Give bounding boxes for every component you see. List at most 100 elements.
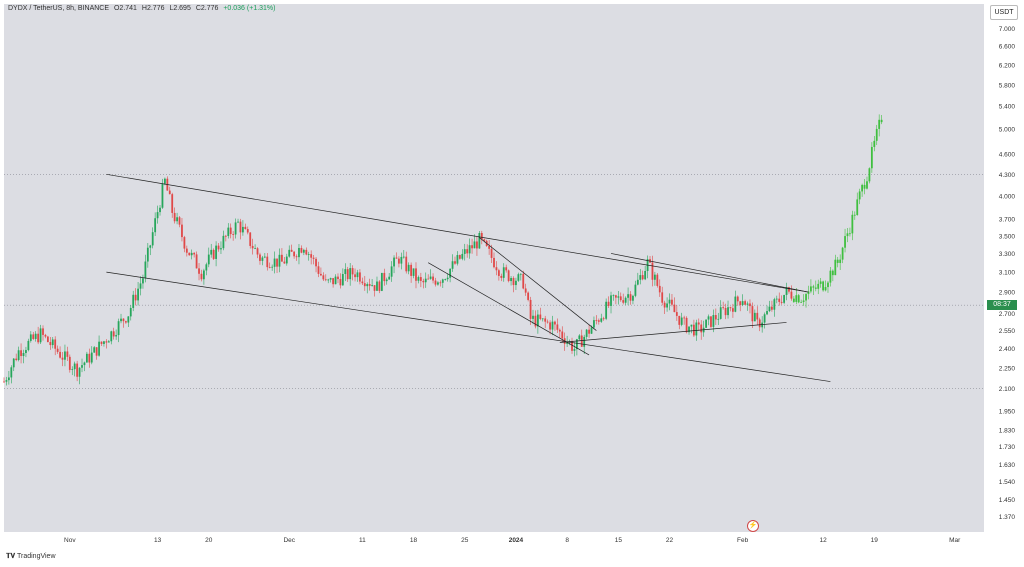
y-tick-label: 4.600 — [999, 152, 1016, 159]
candle-body — [734, 296, 737, 312]
candle-body — [546, 321, 549, 323]
candle-body — [359, 272, 361, 282]
candle-body — [873, 140, 876, 147]
candle-body — [790, 291, 793, 299]
candle-body — [866, 181, 868, 189]
candle-body — [380, 272, 383, 291]
candle-body — [727, 307, 729, 316]
candle-body — [305, 249, 308, 255]
candle-body — [773, 299, 776, 310]
candle-body — [797, 295, 800, 303]
candle-body — [658, 285, 661, 293]
change-value: +0.036 (+1.31%) — [223, 5, 276, 12]
candle-body — [483, 239, 486, 241]
candle-body — [376, 281, 378, 291]
lightning-icon[interactable]: ⚡ — [747, 520, 759, 532]
candle-body — [870, 146, 873, 169]
candle-body — [363, 283, 366, 287]
candle-body — [88, 353, 91, 363]
candle-body — [639, 275, 642, 280]
candle-body — [812, 286, 815, 288]
candle-body — [7, 377, 10, 381]
candle-body — [76, 363, 79, 377]
candle-body — [317, 266, 320, 274]
candle-body — [551, 321, 554, 330]
candle-body — [822, 281, 825, 291]
candle-body — [368, 284, 371, 286]
y-tick-label: 1.540 — [999, 479, 1016, 486]
y-tick-label: 1.450 — [999, 497, 1016, 504]
open-value: O2.741 — [113, 5, 137, 12]
candle-body — [536, 314, 539, 327]
tradingview-logo[interactable]: 𝐓𝐕 TradingView — [6, 553, 56, 561]
candle-body — [398, 258, 400, 264]
candle-body — [354, 274, 356, 278]
candle-body — [173, 212, 176, 222]
candle-body — [422, 280, 425, 283]
trendline — [479, 237, 597, 331]
candle-body — [59, 351, 61, 358]
candle-body — [68, 356, 71, 370]
candle-body — [51, 339, 54, 346]
candle-body — [129, 307, 132, 317]
candle-body — [783, 294, 785, 303]
candle-body — [393, 257, 395, 267]
candle-body — [42, 328, 44, 335]
y-tick-label: 4.300 — [999, 172, 1016, 179]
x-tick-label: 8 — [565, 537, 569, 544]
candle-body — [17, 350, 20, 361]
candle-body — [142, 278, 144, 284]
candle-body — [212, 249, 215, 259]
candle-body — [710, 316, 712, 327]
candle-body — [122, 318, 125, 322]
candle-body — [732, 308, 734, 312]
candle-body — [39, 328, 42, 343]
y-tick-label: 3.500 — [999, 233, 1016, 240]
x-tick-label: 12 — [819, 537, 827, 544]
candle-body — [61, 357, 64, 360]
candle-body — [412, 268, 415, 276]
candle-body — [524, 288, 527, 293]
candle-body — [132, 294, 135, 308]
candle-body — [495, 267, 498, 271]
candle-body — [234, 222, 237, 235]
candle-body — [629, 294, 632, 301]
candle-body — [829, 270, 832, 283]
candle-body — [239, 221, 242, 233]
candle-body — [278, 254, 281, 267]
candle-body — [853, 214, 856, 216]
x-tick-label: 25 — [461, 537, 469, 544]
candle-body — [249, 232, 252, 246]
candle-body — [856, 199, 859, 216]
candle-body — [263, 256, 266, 258]
candle-body — [729, 307, 732, 309]
candle-body — [768, 306, 771, 312]
tradingview-logo-icon: 𝐓𝐕 — [6, 553, 16, 560]
candle-body — [624, 297, 627, 303]
candle-body — [12, 358, 15, 368]
candle-body — [578, 335, 581, 340]
candle-body — [588, 329, 590, 334]
candle-body — [78, 367, 81, 377]
candle-body — [841, 247, 844, 260]
candle-body — [361, 281, 364, 284]
candle-body — [207, 254, 210, 265]
candle-body — [571, 341, 573, 351]
candle-body — [424, 278, 427, 283]
x-tick-label: Feb — [737, 537, 749, 544]
candle-body — [756, 312, 759, 320]
candle-body — [356, 272, 359, 278]
candle-body — [385, 279, 388, 282]
candle-body — [466, 249, 469, 254]
candle-body — [819, 281, 822, 284]
candle-body — [473, 241, 476, 249]
candle-body — [115, 335, 118, 337]
candle-body — [312, 257, 315, 259]
candle-body — [863, 184, 866, 189]
candle-body — [610, 295, 612, 306]
currency-button[interactable]: USDT — [990, 5, 1018, 20]
candle-body — [149, 245, 152, 248]
candle-body — [266, 256, 269, 268]
candle-body — [334, 276, 337, 285]
